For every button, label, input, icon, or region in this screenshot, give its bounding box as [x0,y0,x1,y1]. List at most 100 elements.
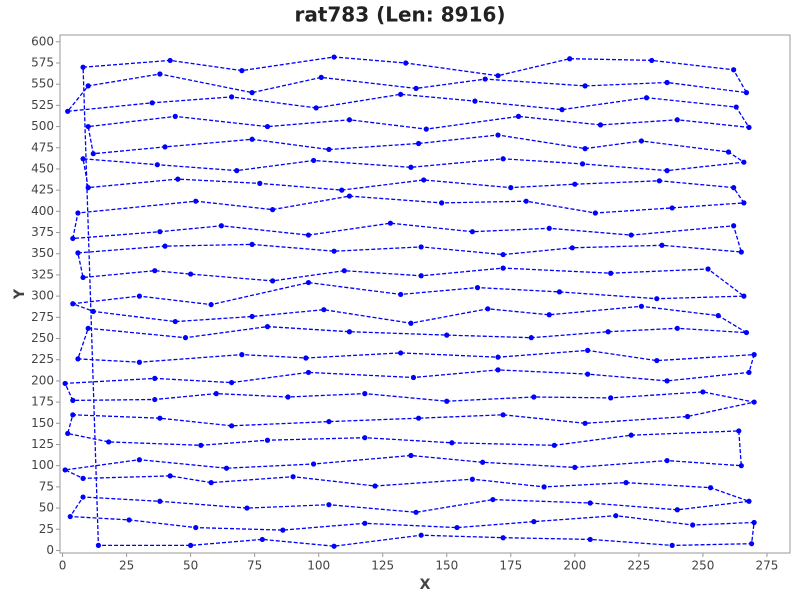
city-point [531,519,537,525]
city-point [198,442,204,448]
city-point [249,241,255,248]
city-point [305,369,312,376]
y-tick-label: 475 [31,140,54,154]
city-point [162,144,168,150]
city-point [167,473,173,479]
city-point [305,232,312,238]
city-point [321,307,327,313]
y-tick-label: 575 [31,55,54,69]
y-tick-label: 275 [31,310,54,324]
city-point [541,484,547,490]
y-tick-label: 225 [31,352,54,366]
city-point [582,83,588,89]
city-point [569,245,575,251]
city-point [346,117,353,123]
city-point [318,74,324,80]
city-point [362,391,368,397]
city-point [175,176,181,182]
city-point [579,161,586,167]
city-point [449,440,455,446]
y-tick-label: 150 [31,416,54,430]
x-tick-label: 225 [627,559,650,573]
y-tick-label: 25 [39,522,54,536]
city-point [707,485,714,491]
y-tick-label: 600 [31,34,54,48]
city-point [218,223,224,229]
city-point [152,268,158,274]
city-point [182,335,189,341]
city-point [551,442,557,448]
city-point [746,498,752,504]
city-point [597,122,604,128]
city-point [500,412,506,418]
city-point [500,535,506,541]
city-point [418,244,424,250]
city-point [326,146,332,153]
city-point [423,126,429,132]
city-point [741,200,747,206]
city-point [269,278,276,284]
y-tick-label: 300 [31,289,54,303]
city-point [751,519,757,526]
city-point [480,459,486,465]
city-point [339,187,345,193]
city-point [715,313,721,319]
city-point [495,367,501,373]
city-point [700,389,706,395]
city-point [690,522,696,528]
x-tick-label: 50 [183,559,198,573]
city-point [418,532,424,538]
city-point [362,520,368,526]
city-point [469,229,475,235]
city-point [310,157,317,164]
city-point [313,105,319,111]
y-tick-label: 125 [31,437,54,451]
y-tick-label: 325 [31,267,54,281]
city-point [485,306,491,312]
city-point [408,320,414,326]
city-point [280,527,286,533]
city-point [239,352,245,358]
city-point [664,378,670,384]
y-tick-label: 350 [31,246,54,260]
y-tick-label: 75 [39,479,54,493]
city-point [528,335,534,341]
city-point [751,352,757,358]
city-point [531,394,537,400]
city-point [193,524,199,531]
city-point [80,494,86,500]
city-point [136,359,143,365]
city-point [326,418,332,425]
city-point [608,270,614,276]
city-point [664,79,670,86]
city-point [75,356,81,362]
city-point [638,303,645,309]
x-tick-label: 125 [371,559,394,573]
city-point [638,138,645,144]
city-point [229,94,235,100]
city-point [362,435,368,441]
city-point [582,146,588,152]
city-point [70,301,76,307]
y-tick-label: 200 [31,373,54,387]
city-point [508,185,514,191]
city-point [751,399,757,405]
city-point [415,415,422,421]
city-point [515,113,522,119]
city-point [70,397,76,403]
city-point [152,375,158,381]
tour-line [62,56,755,547]
city-point [154,162,160,168]
city-point [157,415,163,421]
y-tick-label: 250 [31,331,54,345]
city-point [80,64,86,70]
city-point [188,542,194,548]
city-point [70,412,76,418]
city-point [346,329,353,335]
y-tick-label: 175 [31,395,54,409]
city-point [85,185,91,191]
city-point [157,229,163,235]
city-point [80,156,86,162]
city-point [157,498,163,504]
